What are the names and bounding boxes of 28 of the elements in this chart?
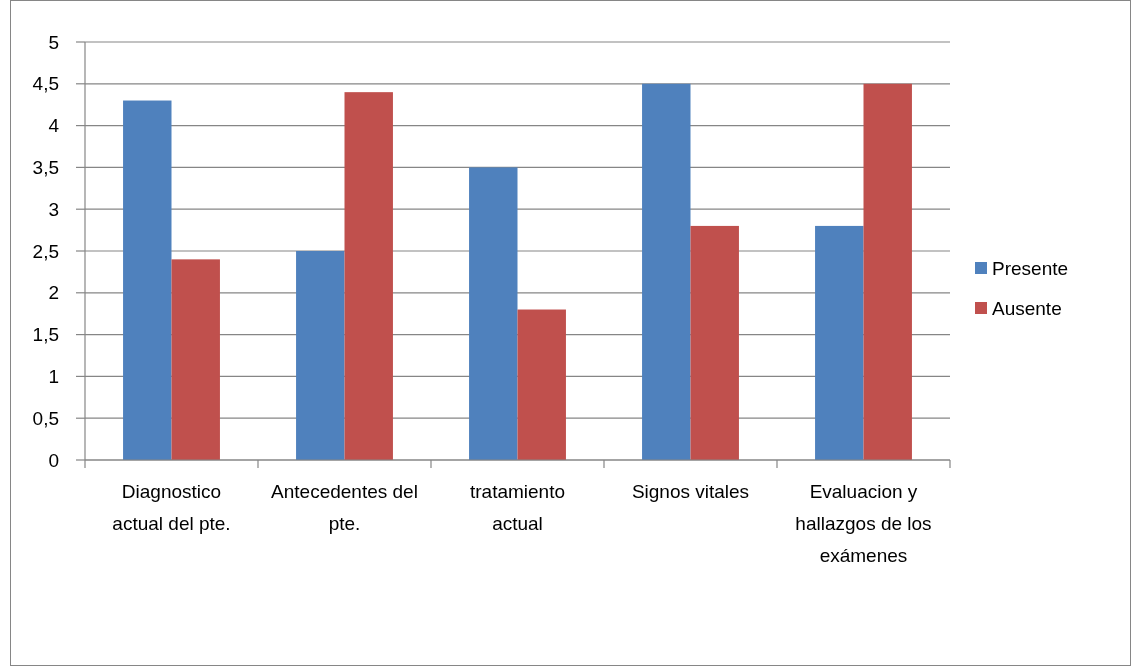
x-tick-label: Evaluacion y hallazgos de los exámenes (795, 481, 932, 566)
y-tick-label: 4,5 (32, 73, 59, 95)
y-tick-label: 2 (48, 282, 59, 304)
x-tick-label: Signos vitales (631, 481, 750, 502)
y-tick-label: 1,5 (32, 324, 59, 346)
y-tick-label: 5 (48, 31, 59, 53)
y-tick-label: 3,5 (32, 157, 59, 179)
y-tick-label: 3 (48, 198, 59, 220)
x-tick-label: tratamiento actual (469, 481, 566, 534)
bar (344, 92, 393, 460)
bar (171, 259, 220, 460)
bar (863, 83, 912, 460)
y-tick-label: 0,5 (32, 407, 59, 429)
bar (642, 83, 691, 460)
y-tick-label: 4 (48, 115, 60, 137)
legend-label: Ausente (992, 297, 1062, 319)
bar (123, 100, 172, 460)
legend-label: Presente (992, 257, 1069, 279)
y-tick-label: 0 (48, 449, 59, 471)
bar (517, 309, 566, 460)
bar (469, 167, 518, 460)
bar (815, 225, 864, 460)
bar (296, 251, 345, 460)
x-tick-label: Diagnostico actual del pte. (112, 481, 231, 534)
y-tick-label: 2,5 (32, 240, 59, 262)
x-tick-label: Antecedentes del pte. (271, 481, 418, 534)
y-tick-label: 1 (48, 366, 59, 388)
bar (690, 225, 739, 460)
